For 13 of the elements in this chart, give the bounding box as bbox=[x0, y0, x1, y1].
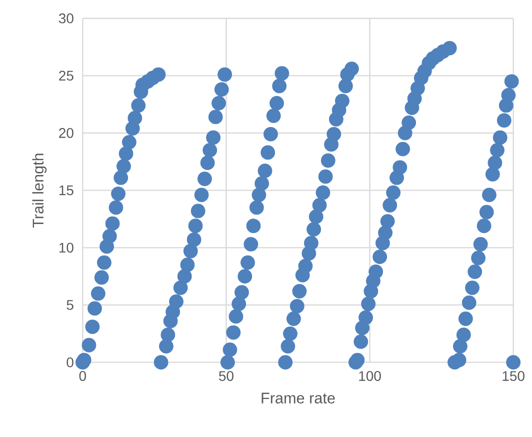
y-tick-label: 20 bbox=[59, 128, 74, 138]
x-tick-label: 50 bbox=[219, 371, 234, 381]
y-tick-label: 10 bbox=[59, 242, 74, 253]
y-tick-label: 5 bbox=[66, 300, 74, 310]
x-tick-label: 0 bbox=[79, 371, 86, 381]
x-tick-label: 150 bbox=[502, 371, 524, 381]
y-axis-title: Trail length bbox=[32, 154, 47, 228]
y-tick-label: 25 bbox=[59, 70, 74, 81]
x-tick-label: 100 bbox=[359, 371, 381, 381]
y-tick-label: 15 bbox=[59, 185, 74, 196]
y-tick-label: 30 bbox=[58, 13, 74, 24]
x-axis-title: Frame rate bbox=[262, 392, 335, 404]
y-tick-label: 0 bbox=[66, 357, 74, 368]
